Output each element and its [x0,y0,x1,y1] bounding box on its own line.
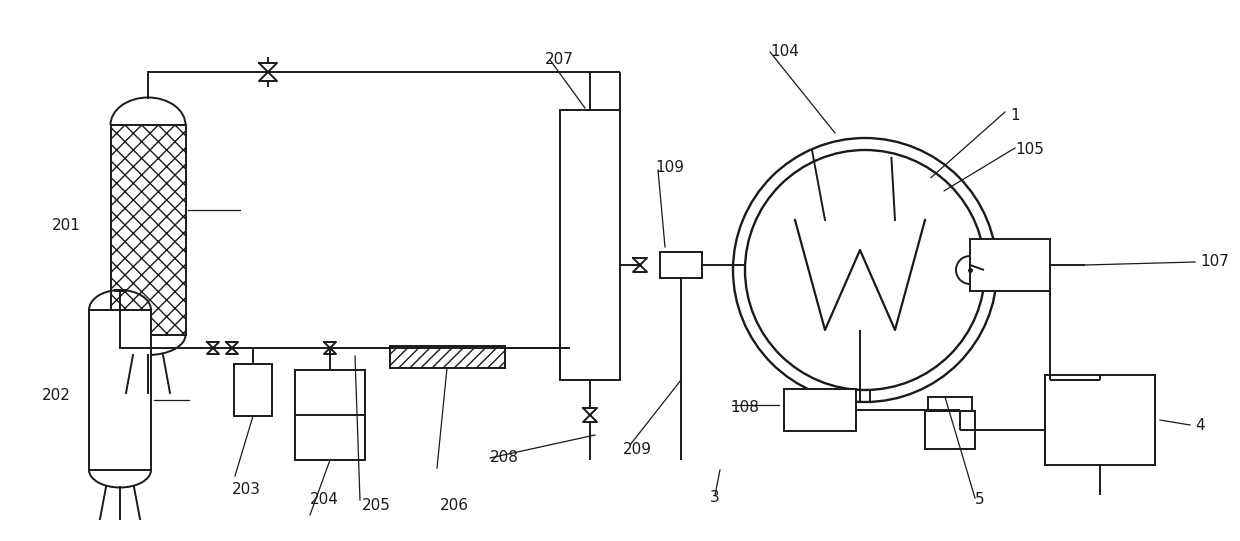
Text: 202: 202 [42,387,71,403]
Text: 5: 5 [975,492,985,507]
Text: 203: 203 [232,483,260,498]
Text: 208: 208 [490,451,518,465]
Circle shape [745,150,985,390]
Bar [784,389,856,431]
Bar [234,364,272,416]
Text: 206: 206 [440,498,469,512]
Text: 109: 109 [655,161,684,175]
Text: 107: 107 [1200,254,1229,269]
Text: 1: 1 [1011,108,1019,122]
Bar [560,110,620,380]
Text: 205: 205 [362,498,391,512]
Text: 207: 207 [546,52,574,68]
Text: 209: 209 [622,443,652,458]
Text: 3: 3 [711,491,719,505]
Text: 108: 108 [730,400,759,415]
Bar [112,125,186,335]
Circle shape [956,256,985,284]
Bar [295,370,365,460]
Bar [925,411,975,449]
Text: 201: 201 [52,217,81,233]
Bar [928,397,972,411]
Bar [1045,375,1154,465]
Bar [89,310,151,470]
Bar [970,239,1050,291]
Bar [391,346,505,368]
Text: 204: 204 [310,492,339,507]
Text: 4: 4 [1195,418,1204,432]
Text: 104: 104 [770,44,799,60]
Bar [660,252,702,278]
Text: 105: 105 [1016,142,1044,157]
